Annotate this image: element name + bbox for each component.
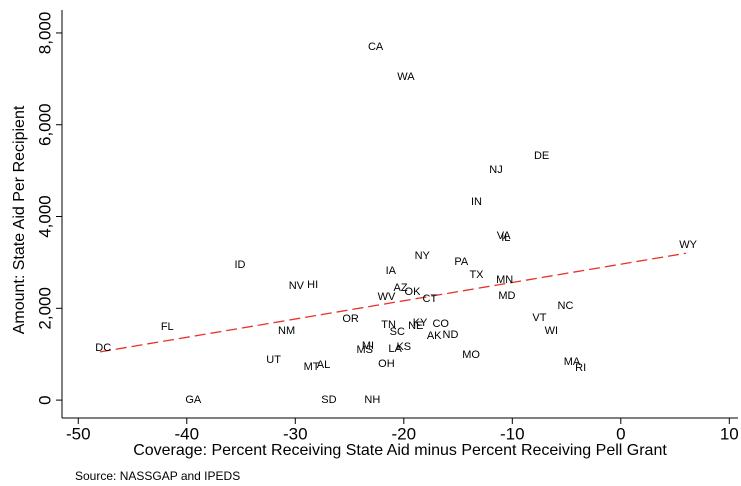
x-tick-label: -50	[66, 424, 91, 443]
source-note: Source: NASSGAP and IPEDS	[75, 469, 240, 483]
point-label: VT	[532, 312, 546, 324]
point-label: NH	[364, 394, 380, 406]
point-label: MS	[356, 344, 373, 356]
x-tick-label: -10	[500, 424, 525, 443]
point-label: WA	[397, 71, 415, 83]
point-label: TX	[469, 269, 484, 281]
point-label: MI	[362, 340, 374, 352]
point-label: KS	[396, 341, 411, 353]
point-label: NJ	[489, 164, 502, 176]
point-label: WY	[679, 239, 697, 251]
point-label: AZ	[394, 282, 408, 294]
point-label: OK	[405, 286, 422, 298]
point-label: OR	[342, 313, 359, 325]
y-tick-label: 2,000	[35, 287, 54, 330]
point-label: IA	[386, 265, 397, 277]
point-label: UT	[266, 354, 281, 366]
y-axis-title: Amount: State Aid Per Recipient	[11, 105, 28, 334]
x-tick-label: -40	[174, 424, 199, 443]
point-label: HI	[307, 279, 318, 291]
point-label: NC	[558, 300, 574, 312]
y-tick-label: 8,000	[35, 12, 54, 55]
point-label: FL	[161, 321, 174, 333]
point-label: MO	[462, 349, 480, 361]
point-label: PA	[454, 256, 469, 268]
point-label: MN	[496, 274, 513, 286]
point-label: CA	[368, 41, 384, 53]
fit-line	[99, 252, 687, 353]
point-label: OH	[378, 358, 395, 370]
point-label: RI	[575, 362, 586, 374]
x-tick-label: 0	[616, 424, 625, 443]
point-label: MA	[564, 356, 581, 368]
point-label: SC	[390, 326, 405, 338]
point-label: GA	[185, 394, 202, 406]
point-label: TN	[381, 319, 396, 331]
point-label: CT	[423, 293, 438, 305]
y-tick-label: 6,000	[35, 103, 54, 146]
point-label: DE	[534, 150, 549, 162]
point-label: IN	[471, 196, 482, 208]
point-label: AL	[317, 359, 330, 371]
point-label: LA	[388, 343, 402, 355]
point-label: MD	[498, 290, 515, 302]
point-label: VA	[497, 230, 512, 242]
point-label: MT	[304, 361, 320, 373]
point-label: ID	[234, 259, 245, 271]
point-label: DC	[95, 342, 111, 354]
point-label: NY	[415, 250, 431, 262]
point-label: KY	[413, 317, 428, 329]
point-label: WI	[545, 325, 558, 337]
y-tick-label: 0	[35, 395, 54, 404]
point-label: SD	[321, 394, 336, 406]
x-tick-label: -30	[283, 424, 308, 443]
point-label: WV	[378, 291, 396, 303]
point-label: ND	[443, 329, 459, 341]
x-axis-title: Coverage: Percent Receiving State Aid mi…	[133, 442, 667, 459]
x-tick-label: 10	[720, 424, 739, 443]
point-label: NE	[408, 320, 423, 332]
point-label: CO	[432, 318, 449, 330]
point-label: IL	[501, 232, 510, 244]
y-tick-label: 4,000	[35, 195, 54, 238]
point-label: AK	[427, 330, 442, 342]
x-tick-label: -20	[392, 424, 417, 443]
point-label: NM	[278, 325, 295, 337]
point-label: NV	[289, 280, 305, 292]
